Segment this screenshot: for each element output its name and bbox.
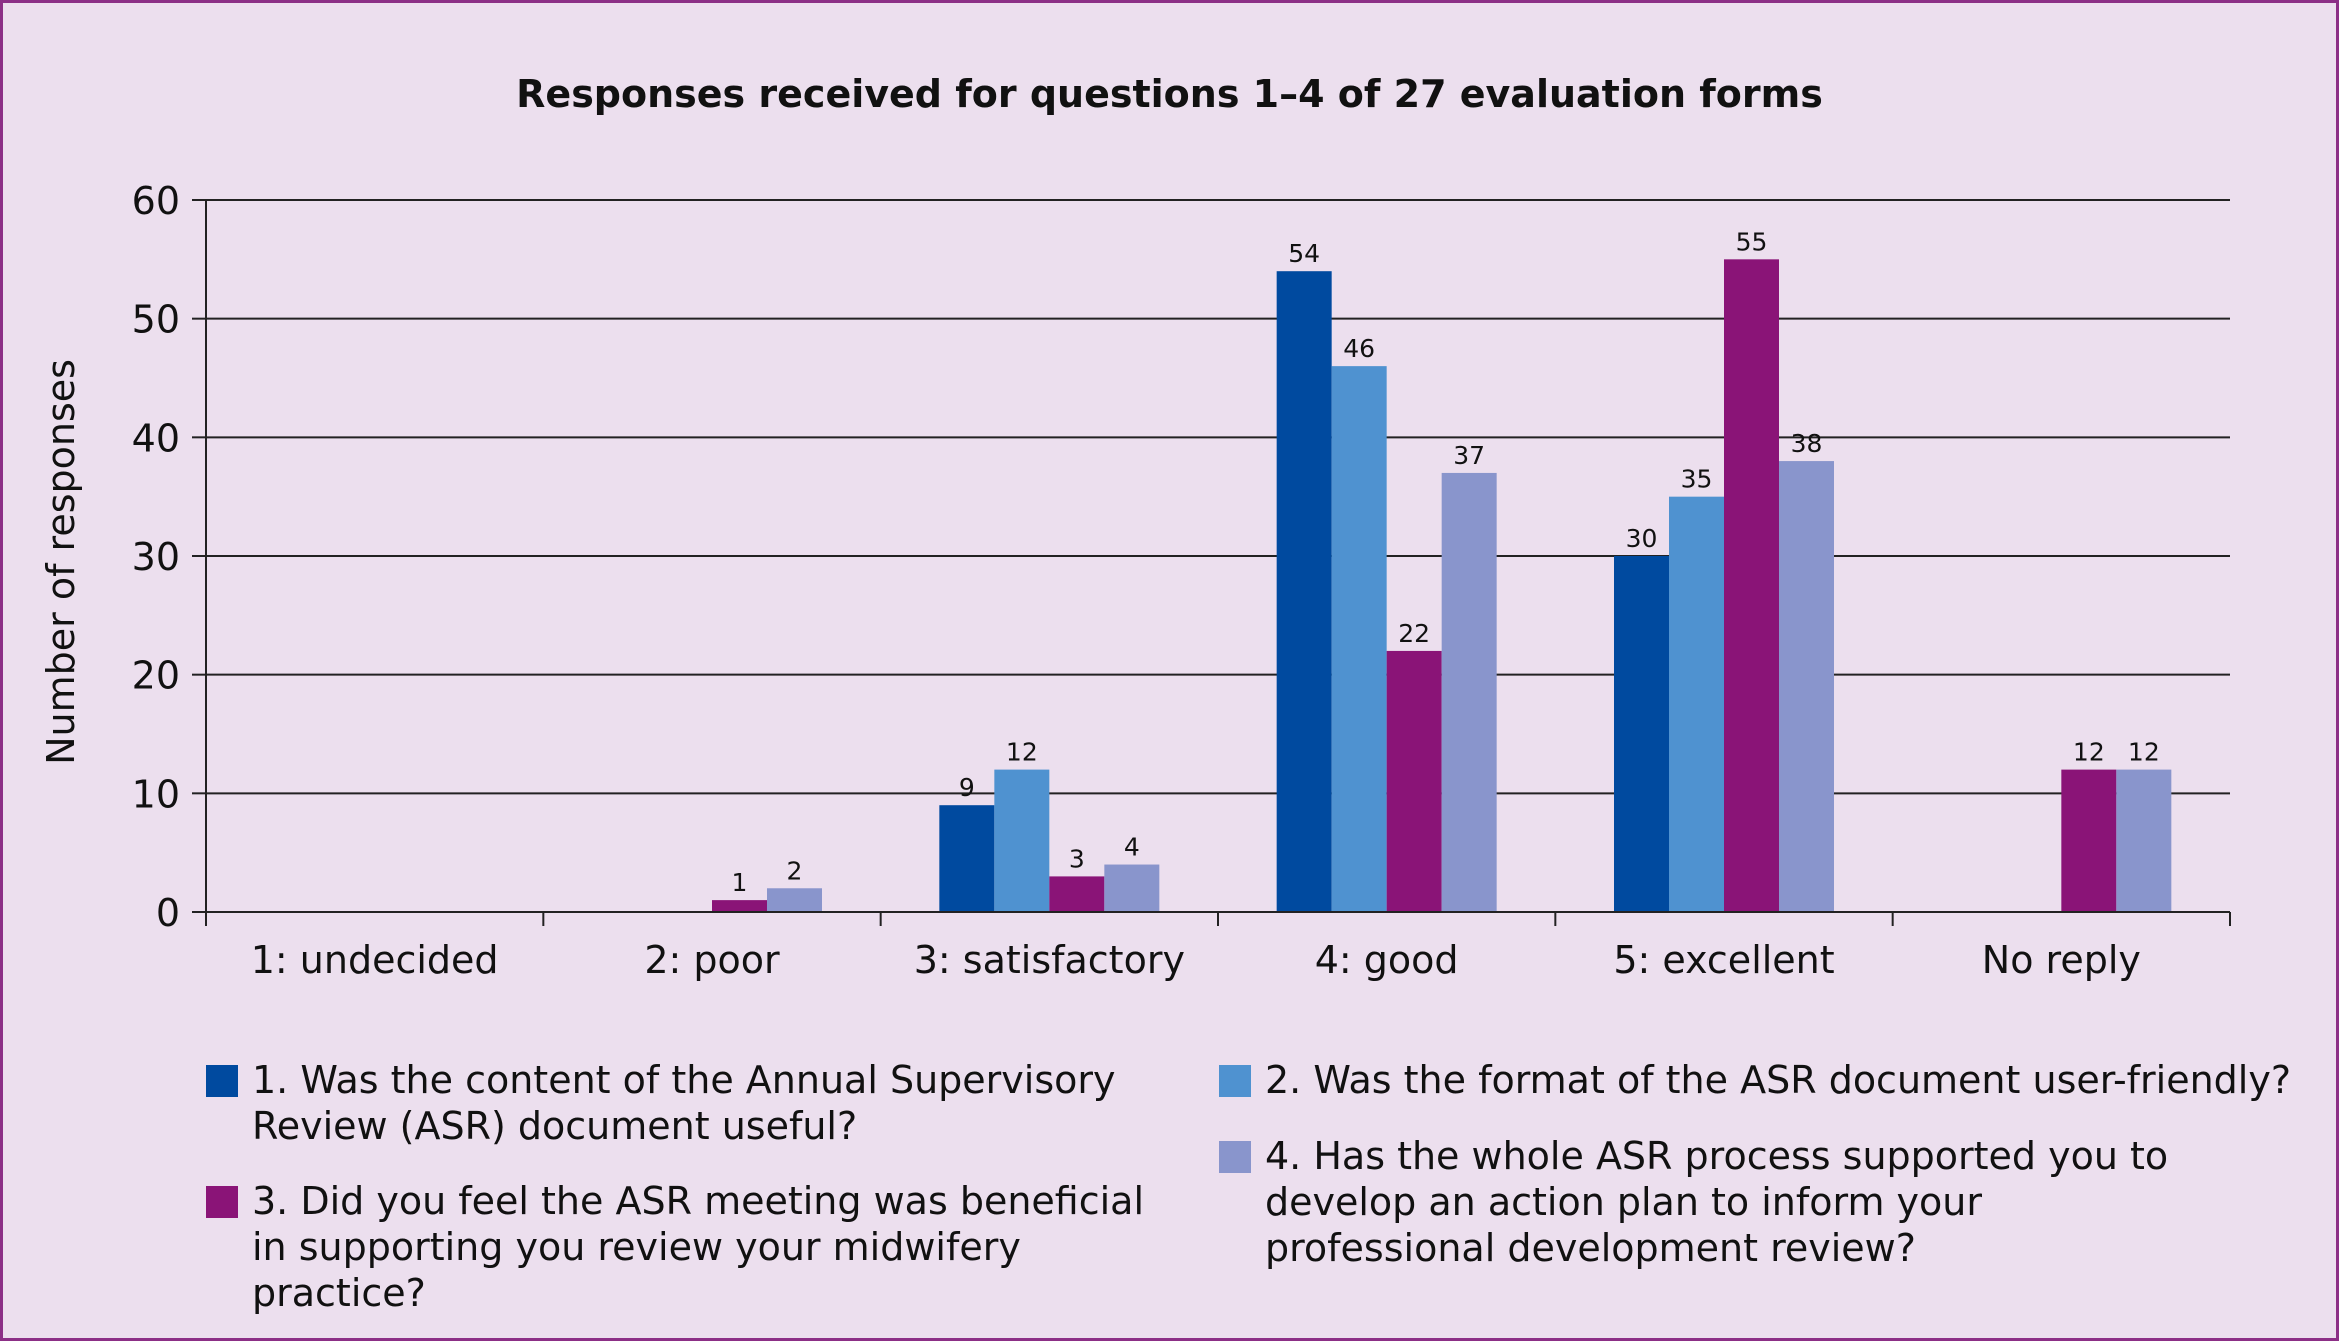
legend-label-q1: 1. Was the content of the Annual Supervi… (252, 1058, 1116, 1148)
data-label: 38 (1791, 429, 1823, 458)
bar (1724, 259, 1779, 912)
bar (1049, 876, 1105, 912)
data-label: 55 (1736, 227, 1768, 256)
y-axis: 0 10 20 30 40 50 60 (132, 179, 207, 935)
bar (1614, 556, 1669, 912)
legend-swatch-q1 (206, 1065, 238, 1097)
chart-title: Responses received for questions 1–4 of … (516, 72, 1823, 116)
x-tick-label: 5: excellent (1613, 938, 1834, 982)
bar (712, 900, 767, 912)
data-label: 54 (1288, 239, 1320, 268)
data-label: 4 (1124, 833, 1140, 862)
gridlines (206, 199, 2230, 795)
y-axis-label: Number of responses (39, 359, 83, 765)
bar (1779, 461, 1834, 912)
y-tick-label: 50 (132, 298, 180, 342)
data-label: 12 (2128, 738, 2160, 767)
y-tick-label: 60 (132, 179, 180, 223)
bar (939, 805, 995, 912)
legend-swatch-q3 (206, 1186, 238, 1218)
bar (1331, 366, 1387, 913)
x-tick-label: 4: good (1315, 938, 1459, 982)
bar (2061, 769, 2117, 912)
x-axis: 1: undecided 2: poor 3: satisfactory 4: goo… (205, 911, 2231, 982)
legend-swatch-q4 (1219, 1141, 1251, 1173)
data-label: 9 (959, 773, 975, 802)
data-label: 35 (1681, 465, 1713, 494)
x-tick-label: 2: poor (644, 938, 780, 982)
legend-item-q4: 4. Has the whole ASR process supported y… (1219, 1133, 2219, 1271)
data-label: 30 (1626, 524, 1658, 553)
bar (767, 888, 822, 912)
x-tick-label: 1: undecided (251, 938, 499, 982)
y-tick-label: 20 (132, 654, 180, 698)
x-tick-label: 3: satisfactory (914, 938, 1185, 982)
y-tick-label: 40 (132, 416, 180, 460)
legend-swatch-q2 (1219, 1065, 1251, 1097)
data-label: 2 (787, 856, 803, 885)
bar (994, 769, 1050, 912)
bar (2116, 769, 2172, 912)
legend-item-q2: 2. Was the format of the ASR document us… (1219, 1057, 2319, 1103)
bar (1441, 472, 1497, 912)
legend-label-q2: 2. Was the format of the ASR document us… (1265, 1058, 2292, 1102)
y-tick-label: 30 (132, 535, 180, 579)
data-label: 1 (732, 868, 748, 897)
x-tick-label: No reply (1982, 938, 2141, 982)
data-label: 46 (1343, 334, 1375, 363)
data-label: 12 (1006, 738, 1038, 767)
bar (1104, 864, 1160, 912)
data-label: 3 (1069, 844, 1085, 873)
legend-label-q4: 4. Has the whole ASR process supported y… (1265, 1134, 2169, 1270)
bar (1386, 650, 1442, 912)
legend-item-q1: 1. Was the content of the Annual Supervi… (206, 1057, 1146, 1149)
bar (1276, 271, 1332, 912)
legend-label-q3: 3. Did you feel the ASR meeting was bene… (252, 1179, 1145, 1315)
data-label: 12 (2073, 738, 2105, 767)
y-tick-label: 0 (156, 891, 180, 935)
legend-item-q3: 3. Did you feel the ASR meeting was bene… (206, 1178, 1186, 1316)
data-label: 37 (1453, 441, 1485, 470)
bar (1669, 496, 1724, 912)
y-tick-label: 10 (132, 772, 180, 816)
data-label: 22 (1398, 619, 1430, 648)
